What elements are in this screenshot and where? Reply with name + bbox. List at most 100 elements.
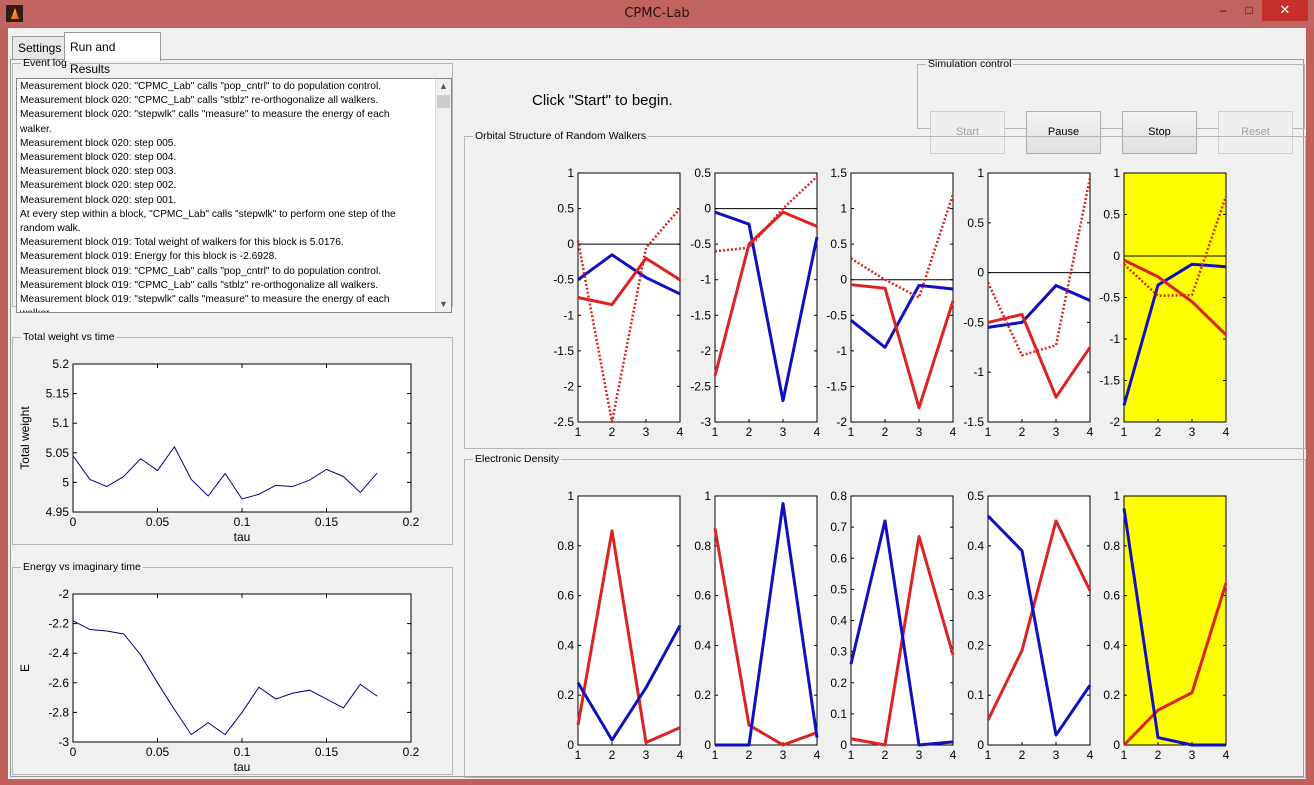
subplot-area: [577, 172, 681, 423]
log-line: Measurement block 020: "CPMC_Lab" calls …: [20, 95, 379, 107]
window-title: CPMC-Lab: [624, 6, 690, 21]
y-tick-label: -1.5: [826, 379, 847, 393]
y-tick-label: 0.1: [967, 688, 984, 702]
run-results-pane: Event log Measurement block 020: "CPMC_L…: [10, 57, 1306, 778]
y-tick-label: 0.5: [967, 216, 984, 230]
total-weight-title: Total weight vs time: [23, 331, 115, 343]
y-tick-label: 0.4: [694, 638, 711, 652]
y-tick-label: 0.7: [830, 520, 847, 534]
x-tick-label: 0: [70, 745, 77, 759]
log-line: At every step within a block, "CPMC_Lab"…: [20, 208, 396, 220]
x-tick-label: 0.2: [403, 745, 420, 759]
maximize-button[interactable]: □: [1245, 3, 1253, 17]
y-tick-label: -3: [700, 415, 711, 429]
start-button[interactable]: Start: [930, 111, 1005, 154]
y-tick-label: 5: [62, 475, 69, 489]
stop-button[interactable]: Stop: [1122, 111, 1197, 154]
scroll-up-arrow-icon[interactable]: ▲: [439, 81, 448, 91]
x-tick-label: 1: [1121, 748, 1128, 762]
orbital-structure-group: Orbital Structure of Random Walkers 1 2 3 4…: [464, 130, 1306, 449]
y-tick-label: -2: [1109, 415, 1120, 429]
total-weight-group: Total weight vs time 0 0.05 0.1 0.15 0.2 4.95…: [12, 331, 453, 545]
y-tick-label: 0.6: [1103, 589, 1120, 603]
log-line: Measurement block 020: "CPMC_Lab" calls …: [20, 81, 382, 92]
x-tick-label: 2: [1155, 748, 1162, 762]
energy-title: Energy vs imaginary time: [23, 561, 141, 573]
y-tick-label: 0.8: [694, 539, 711, 553]
window-client: Settings Run and Results Event log Measu…: [8, 28, 1306, 779]
red-dotted-series-line: [986, 177, 1092, 357]
x-tick-label: 2: [882, 748, 889, 762]
x-tick-label: 4: [814, 748, 821, 762]
pause-button[interactable]: Pause: [1026, 111, 1101, 154]
scroll-thumb[interactable]: [437, 95, 450, 108]
y-tick-label: -2.6: [48, 676, 69, 690]
x-tick-label: 3: [1053, 425, 1060, 439]
y-tick-label: 0: [1113, 249, 1120, 263]
red-dotted-series-line: [576, 207, 681, 424]
y-tick-label: -2: [700, 344, 711, 358]
event-log-title: Event log: [23, 57, 67, 69]
y-tick-label: 0: [840, 738, 847, 752]
orbital-structure-charts: 1 2 3 4 -2.5 -2 -1.5 -1 -0.5 0 0.5 1 1 2 3 4 -3 -2.5 -2 -1.…: [553, 166, 1229, 439]
electronic-density-charts: 1 2 3 4 0 0.2 0.4 0.6 0.8 1 1 2 3 4 0 0.2 0.4 0.6 0.8 1 1 2 3 4…: [557, 489, 1229, 762]
y-tick-label: 1: [840, 202, 847, 216]
y-tick-label: 0.6: [694, 589, 711, 603]
reset-button[interactable]: Reset: [1218, 111, 1293, 154]
energy-group: Energy vs imaginary time 0 0.05 0.1 0.15 0.2…: [12, 561, 453, 775]
x-tick-label: 1: [848, 748, 855, 762]
blue-solid-series-line: [1122, 262, 1227, 406]
blue-solid-series-line: [715, 501, 819, 747]
x-tick-label: 3: [916, 748, 923, 762]
y-tick-label: -0.5: [553, 273, 574, 287]
subplot-area: [987, 495, 1091, 746]
y-tick-label: -2.2: [48, 617, 69, 631]
x-tick-label: 2: [609, 748, 616, 762]
log-line: Measurement block 020: step 001.: [20, 194, 177, 206]
y-tick-label: -1.5: [690, 308, 711, 322]
y-tick-label: -0.5: [963, 315, 984, 329]
y-tick-label: 5.2: [52, 357, 69, 371]
tab-run-and-results[interactable]: Run and Results: [64, 32, 161, 76]
red-solid-series-line: [577, 256, 681, 307]
y-tick-label: 1: [567, 489, 574, 503]
blue-solid-series-line: [987, 284, 1091, 329]
x-tick-label: 4: [950, 425, 957, 439]
x-tick-label: 0.1: [234, 745, 251, 759]
red-solid-series-line: [713, 528, 818, 747]
scroll-down-arrow-icon[interactable]: ▼: [439, 299, 448, 309]
x-tick-label: 4: [950, 748, 957, 762]
x-tick-label: 4: [677, 425, 684, 439]
y-tick-label: 0: [567, 738, 574, 752]
y-tick-label: 0.5: [830, 582, 847, 596]
x-tick-label: 4: [1087, 748, 1094, 762]
red-solid-series-line: [986, 519, 1092, 721]
log-line: Measurement block 020: step 002.: [20, 180, 177, 192]
x-tick-label: 3: [1053, 748, 1060, 762]
orbital-structure-title: Orbital Structure of Random Walkers: [475, 130, 647, 142]
x-tick-label: 0: [70, 515, 77, 529]
y-tick-label: 0.2: [967, 638, 984, 652]
y-tick-label: 0.4: [1103, 638, 1120, 652]
close-button[interactable]: ✕: [1262, 0, 1308, 21]
y-tick-label: -0.5: [1099, 291, 1120, 305]
event-log-scrollbar[interactable]: ▲ ▼: [435, 79, 451, 312]
y-tick-label: 0.6: [557, 589, 574, 603]
title-bar: CPMC-Lab ‒ □ ✕: [0, 0, 1314, 28]
x-tick-label: 2: [746, 748, 753, 762]
x-tick-label: 0.15: [315, 745, 339, 759]
event-log-group: Event log Measurement block 020: "CPMC_L…: [12, 57, 453, 313]
minimize-button[interactable]: ‒: [1219, 3, 1227, 17]
start-prompt: Click "Start" to begin.: [532, 92, 673, 109]
y-tick-label: 1: [704, 489, 711, 503]
y-tick-label: 0: [704, 202, 711, 216]
y-tick-label: 0.2: [830, 676, 847, 690]
y-tick-label: 1: [1113, 489, 1120, 503]
x-tick-label: 1: [985, 425, 992, 439]
tab-settings[interactable]: Settings: [12, 36, 66, 60]
y-tick-label: -3: [58, 735, 69, 749]
y-tick-label: 1: [1113, 166, 1120, 180]
event-log-list[interactable]: Measurement block 020: "CPMC_Lab" calls …: [16, 78, 452, 313]
blue-solid-series-line: [714, 210, 819, 403]
x-tick-label: 1: [1121, 425, 1128, 439]
